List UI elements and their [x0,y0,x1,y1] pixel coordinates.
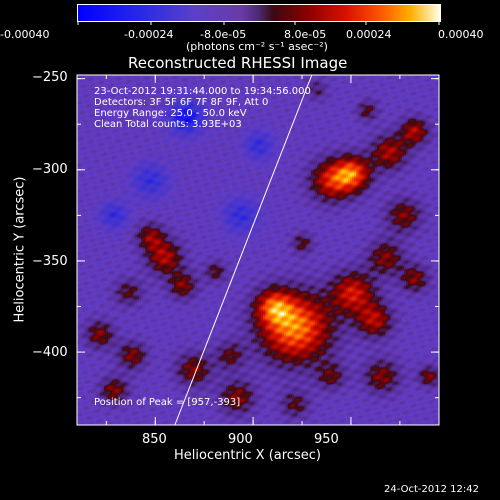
y-axis-label: Heliocentric Y (arcsec) [12,176,28,323]
peak-position-label: Position of Peak = [957,-393] [94,397,241,408]
overlay-info: 23-Oct-2012 19:31:44.000 to 19:34:56.000… [94,86,311,130]
x-tick-label: 900 [228,432,253,447]
overlay-time-range: 23-Oct-2012 19:31:44.000 to 19:34:56.000 [94,86,311,97]
footer-date: 24-Oct-2012 12:42 [384,484,479,495]
colorbar-tick-label: 0.00040 [438,28,484,41]
colorbar-ticks [77,21,440,25]
colorbar-tick-label: -8.0e-05 [200,28,247,41]
overlay-detectors: Detectors: 3F 5F 6F 7F 8F 9F, Att 0 [94,97,269,108]
heatmap-image [77,75,439,425]
colorbar-tick-label: 8.0e-05 [284,28,327,41]
colorbar [77,4,441,22]
colorbar-unit-label: (photons cm⁻² s⁻¹ asec⁻²) [186,40,328,53]
y-tick-label: −350 [32,254,68,269]
limb-line [174,74,313,426]
colorbar-tick-label: -0.00040 [0,28,50,41]
x-tick-label: 950 [314,432,339,447]
colorbar-tick-label: 0.00024 [346,28,392,41]
x-axis-label: Heliocentric X (arcsec) [174,448,321,463]
y-tick-label: −400 [32,345,68,360]
x-tick-label: 850 [142,432,167,447]
colorbar-tick-label: -0.00024 [124,28,174,41]
chart-title: Reconstructed RHESSI Image [128,54,348,72]
y-tick-label: −300 [32,162,68,177]
overlay-clean-counts: Clean Total counts: 3.93E+03 [94,119,242,130]
y-axis-label-wrap: Heliocentric Y (arcsec) [0,177,110,323]
y-tick-label: −250 [32,70,68,85]
overlay-energy-range: Energy Range: 25.0 - 50.0 keV [94,108,247,119]
